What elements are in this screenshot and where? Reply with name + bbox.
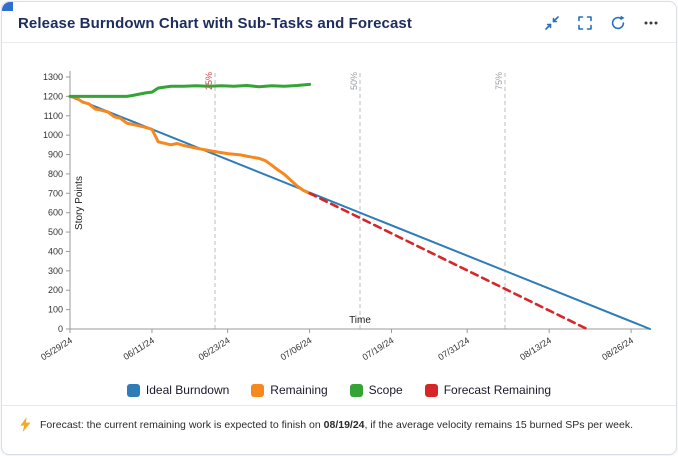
svg-text:06/23/24: 06/23/24: [197, 335, 232, 362]
legend-swatch: [251, 383, 265, 397]
svg-text:05/29/24: 05/29/24: [39, 335, 74, 362]
svg-text:06/11/24: 06/11/24: [122, 335, 156, 362]
svg-text:900: 900: [48, 150, 63, 160]
page-title: Release Burndown Chart with Sub-Tasks an…: [18, 14, 412, 32]
svg-text:0: 0: [58, 324, 63, 334]
card-header: Release Burndown Chart with Sub-Tasks an…: [2, 2, 676, 43]
svg-text:800: 800: [48, 169, 63, 179]
svg-text:300: 300: [48, 266, 63, 276]
legend-label: Forecast Remaining: [443, 383, 552, 397]
legend-item[interactable]: Scope: [349, 383, 403, 397]
lightning-bolt-icon: [20, 417, 31, 432]
legend-label: Scope: [368, 383, 403, 397]
svg-text:50%: 50%: [349, 72, 359, 90]
burndown-chart: 25% 50% 75% 0 100 200 300 400 500 600 700 800 900 100…: [39, 71, 651, 362]
more-options-icon[interactable]: [642, 14, 660, 32]
legend-item[interactable]: Ideal Burndown: [126, 383, 230, 397]
svg-text:Story Points: Story Points: [74, 176, 85, 230]
header-actions: [543, 14, 660, 32]
svg-text:Time: Time: [349, 315, 371, 326]
svg-text:07/06/24: 07/06/24: [279, 335, 314, 362]
svg-text:100: 100: [48, 305, 63, 315]
svg-text:500: 500: [48, 227, 63, 237]
svg-text:1000: 1000: [43, 130, 63, 140]
forecast-text-suffix: , if the average velocity remains 15 bur…: [364, 418, 633, 431]
chart-legend: Ideal Burndown Remaining Scope Forecast Rem…: [2, 383, 676, 397]
svg-text:200: 200: [48, 285, 63, 295]
refresh-icon[interactable]: [609, 14, 627, 32]
svg-text:1200: 1200: [43, 91, 63, 101]
legend-item[interactable]: Remaining: [251, 383, 328, 397]
svg-text:700: 700: [48, 188, 63, 198]
svg-text:25%: 25%: [204, 72, 214, 90]
forecast-text: Forecast: the current remaining work is …: [40, 419, 633, 431]
legend-swatch: [126, 383, 140, 397]
svg-text:600: 600: [48, 208, 63, 218]
svg-text:400: 400: [48, 246, 63, 256]
legend-label: Ideal Burndown: [145, 383, 230, 397]
legend-label: Remaining: [270, 383, 328, 397]
legend-item[interactable]: Forecast Remaining: [424, 383, 552, 397]
svg-text:75%: 75%: [494, 72, 504, 90]
svg-text:08/26/24: 08/26/24: [600, 335, 635, 362]
collapse-icon[interactable]: [543, 14, 561, 32]
legend-swatch: [349, 383, 363, 397]
svg-text:07/31/24: 07/31/24: [436, 335, 471, 362]
corner-accent: [2, 2, 13, 11]
forecast-footer: Forecast: the current remaining work is …: [2, 405, 676, 444]
legend-swatch: [424, 383, 438, 397]
svg-text:08/13/24: 08/13/24: [518, 335, 553, 362]
forecast-date: 08/19/24: [323, 418, 365, 431]
forecast-text-prefix: Forecast: the current remaining work is …: [40, 418, 324, 431]
fullscreen-icon[interactable]: [576, 14, 594, 32]
svg-text:1100: 1100: [44, 111, 63, 121]
svg-text:1300: 1300: [43, 72, 63, 82]
svg-text:07/19/24: 07/19/24: [361, 335, 396, 362]
